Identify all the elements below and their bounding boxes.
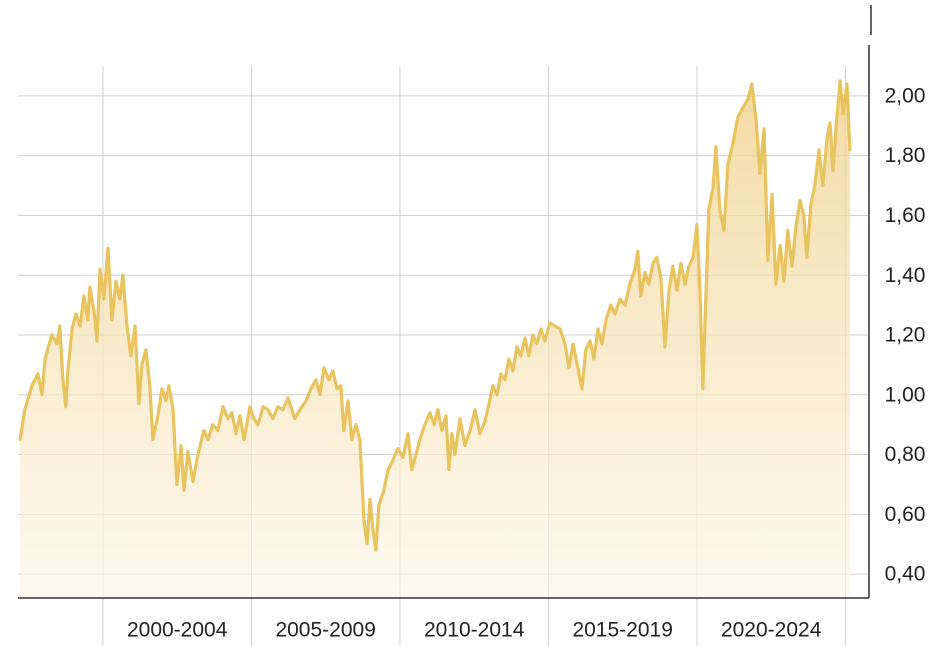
y-tick-label: 2,00 [885,84,926,107]
y-tick-label: 1,40 [885,264,926,287]
y-tick-label: 1,60 [885,204,926,227]
x-tick-label: 2015-2019 [572,619,672,642]
line [18,79,852,552]
y-tick-label: 1,20 [885,324,926,347]
y-tick-label: 1,00 [885,383,926,406]
y-tick-label: 0,60 [885,503,926,526]
y-tick-label: 0,40 [885,563,926,586]
label-layer: 0,40 0,60 0,80 1,00 1,20 1,40 1,60 1,80 2,00 2000… [127,84,925,641]
x-tick-label: 2010-2014 [424,619,525,642]
y-tick-label: 0,80 [885,443,926,466]
data-layer [18,79,852,598]
x-tick-label: 2005-2009 [275,619,375,642]
x-tick-label: 2020-2024 [721,619,822,642]
y-tick-label: 1,80 [885,144,926,167]
x-tick-label: 2000-2004 [127,619,228,642]
area-fill [20,80,850,598]
